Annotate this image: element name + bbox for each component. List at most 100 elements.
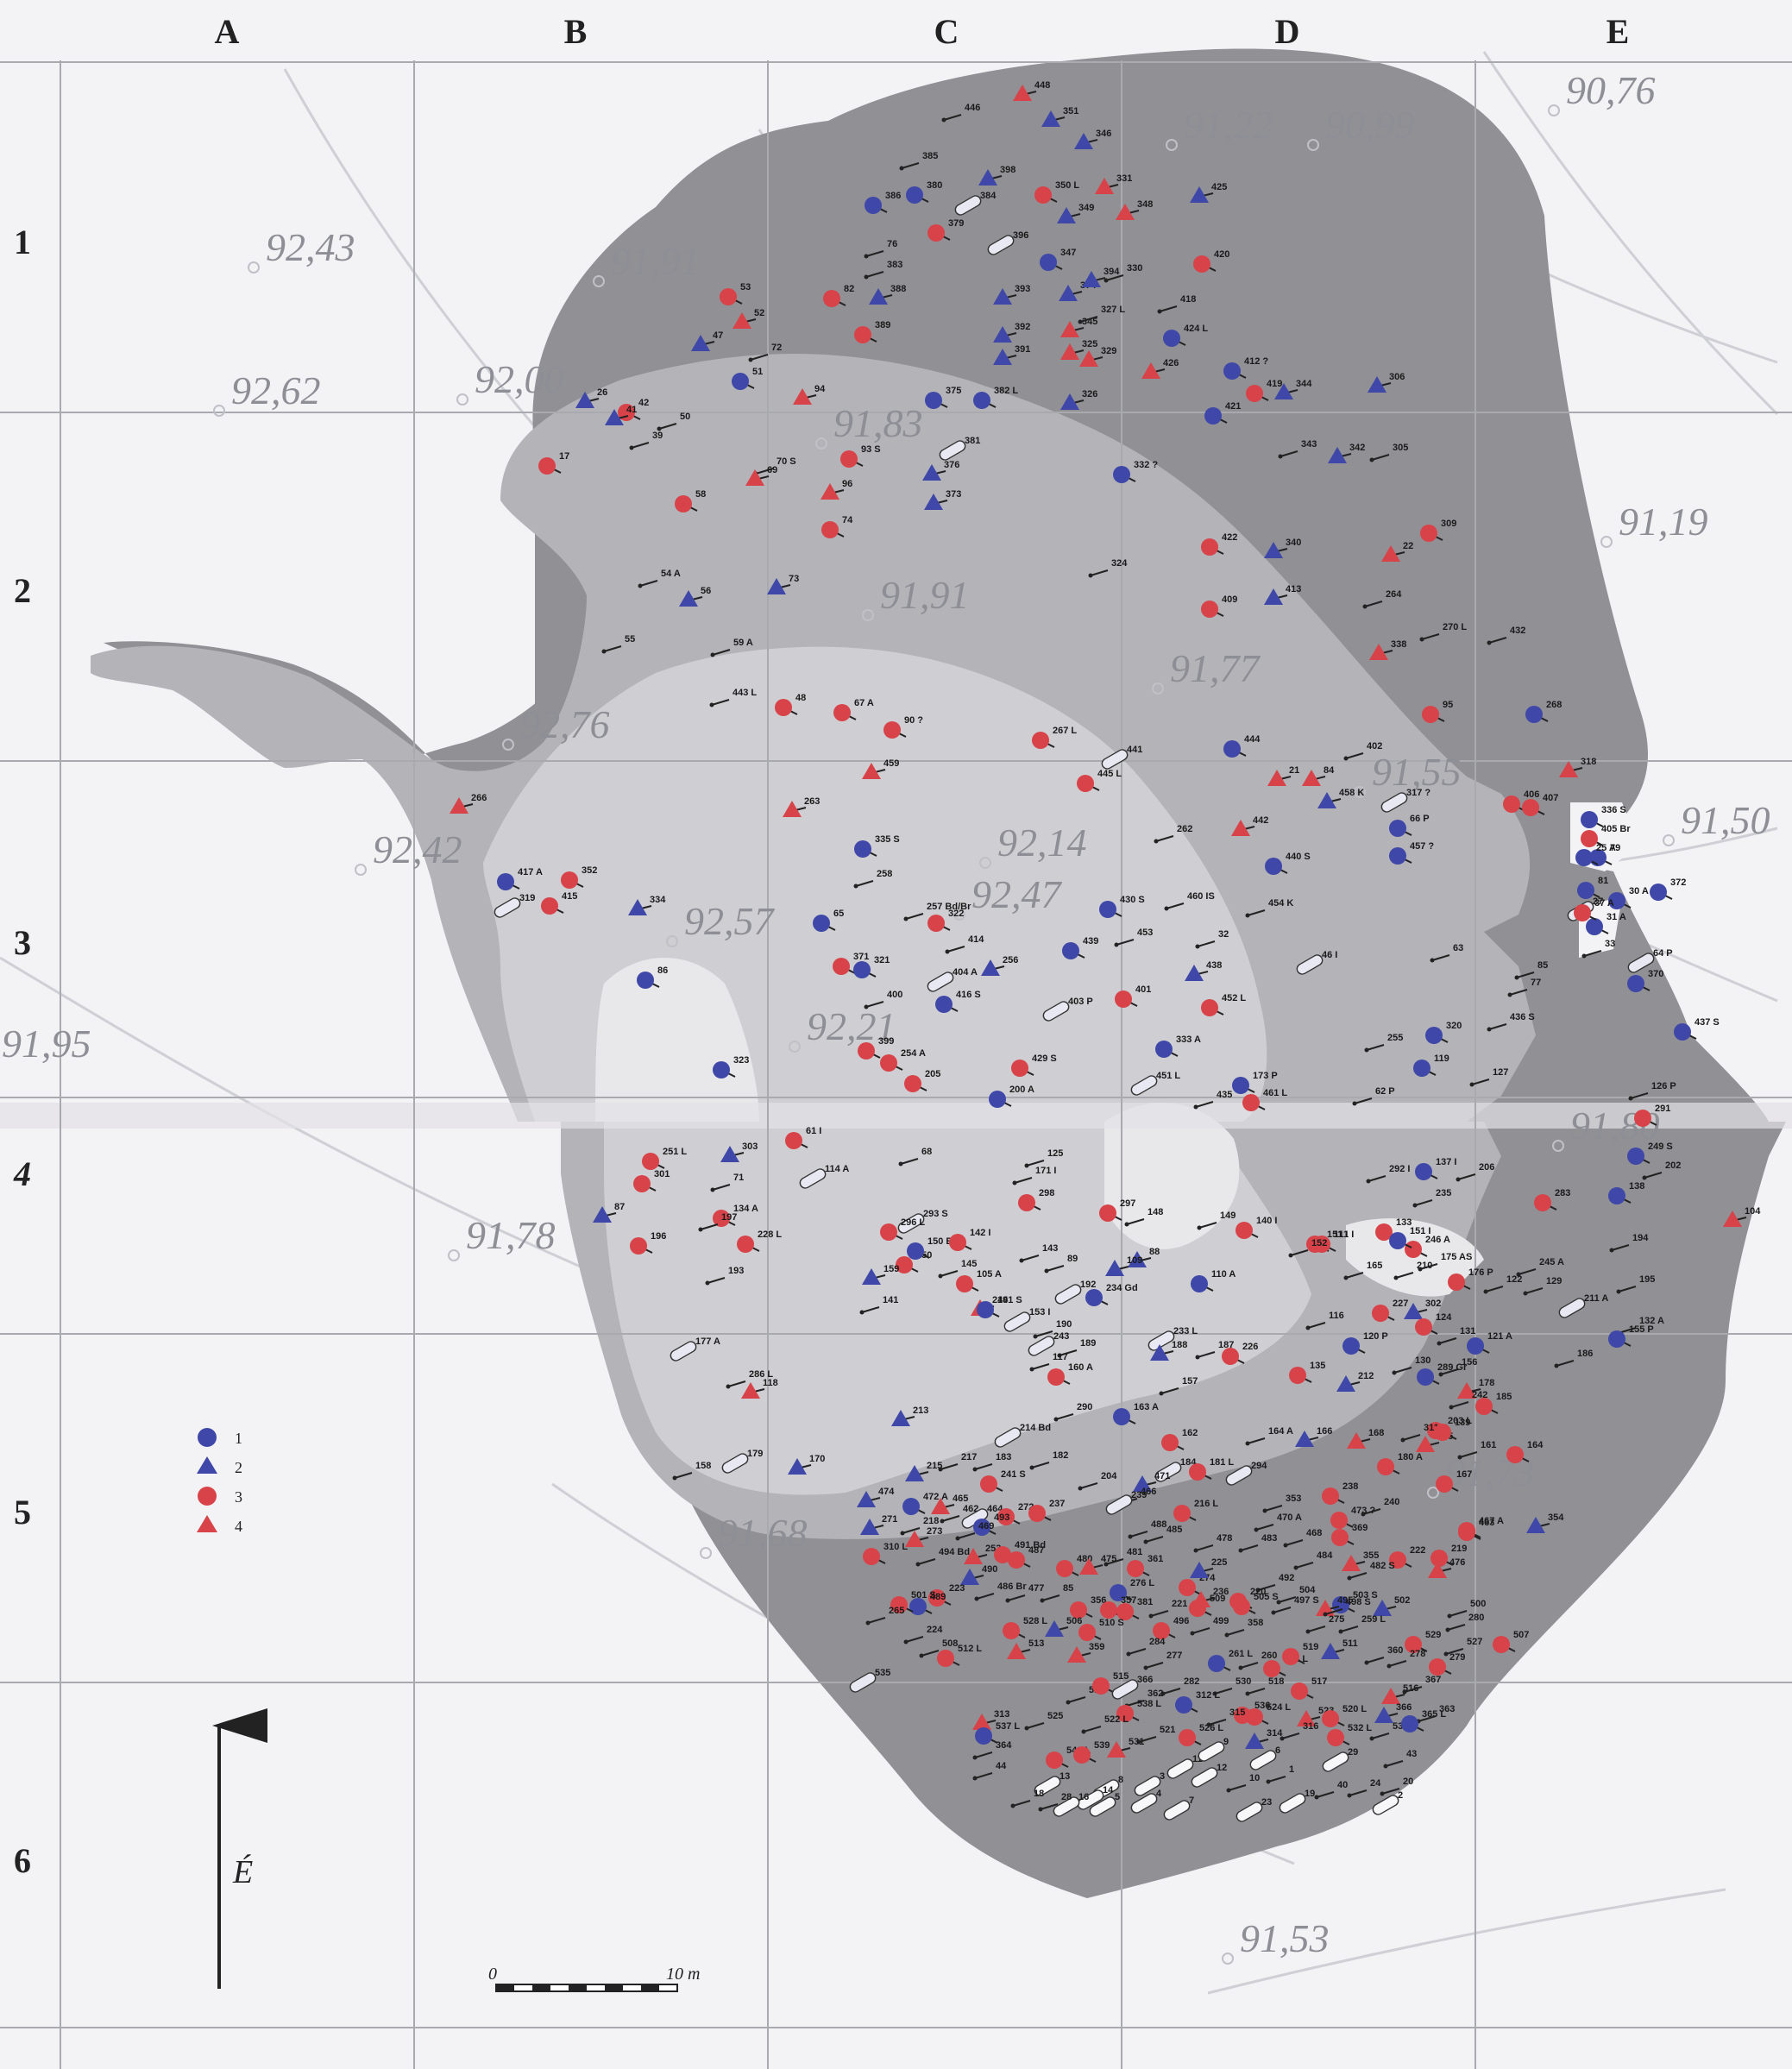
find-number: 73	[789, 574, 799, 584]
find-number: 430 S	[1120, 895, 1145, 905]
find-number: 160 A	[1068, 1362, 1093, 1373]
find-feature: 506	[1045, 1616, 1082, 1637]
find-number: 126 P	[1651, 1081, 1676, 1091]
find-circle	[1046, 1751, 1063, 1769]
find-feature: 329	[1079, 346, 1116, 367]
find-circle	[1113, 1408, 1130, 1425]
find-feature: 489	[909, 1592, 946, 1615]
find-number: 321	[874, 955, 890, 965]
find-line-end	[1088, 573, 1093, 578]
elevation-point	[1552, 1140, 1564, 1152]
find-line-end	[1447, 1613, 1452, 1619]
find-number: 225	[1211, 1557, 1227, 1568]
find-triangle	[1060, 393, 1079, 410]
find-triangle	[1416, 1436, 1435, 1452]
find-line	[1195, 1544, 1214, 1551]
find-line	[1240, 1662, 1259, 1669]
find-number: 293 S	[923, 1209, 948, 1219]
find-number: 366	[1396, 1702, 1412, 1713]
find-number: 485	[1166, 1525, 1182, 1535]
find-triangle	[1302, 770, 1321, 786]
find-circle	[1223, 740, 1241, 758]
find-oval	[954, 195, 982, 216]
find-feature: 139	[1434, 1418, 1470, 1441]
elevation-point	[1548, 104, 1560, 116]
find-feature: 66 P	[1389, 814, 1430, 837]
elevation-label: 92,00	[475, 357, 564, 401]
find-triangle	[605, 409, 624, 425]
find-number: 67 A	[854, 698, 874, 708]
find-feature: 63	[1430, 943, 1463, 963]
find-triangle	[793, 388, 812, 405]
scale-bar: 0 10 m	[488, 1965, 700, 1992]
find-feature: 521	[1136, 1725, 1175, 1745]
find-line-end	[1206, 1722, 1211, 1727]
find-number: 459	[883, 758, 899, 769]
find-triangle	[1190, 1562, 1209, 1578]
find-feature: 292 I	[1366, 1164, 1410, 1184]
find-circle	[927, 224, 945, 242]
find-circle	[1189, 1600, 1206, 1617]
find-number: 121 A	[1487, 1331, 1512, 1342]
find-line	[1247, 1688, 1266, 1695]
find-circle	[1627, 1148, 1644, 1165]
find-line-end	[1276, 1600, 1281, 1605]
find-line	[901, 162, 920, 169]
find-number: 400	[887, 990, 902, 1000]
find-number: 403 P	[1068, 997, 1093, 1007]
find-circle	[1246, 385, 1263, 402]
find-feature: 354	[1526, 1512, 1564, 1533]
find-number: 202	[1665, 1160, 1681, 1171]
find-line-end	[941, 117, 946, 123]
find-circle	[1047, 1368, 1065, 1386]
find-line-end	[1628, 1096, 1633, 1101]
find-number: 68	[921, 1147, 932, 1157]
find-number: 407	[1543, 793, 1558, 803]
find-feature: 515	[1092, 1671, 1129, 1695]
find-circle	[1032, 732, 1049, 749]
find-number: 489	[930, 1592, 946, 1602]
find-line	[1067, 1696, 1086, 1703]
find-oval	[1130, 1793, 1158, 1814]
find-number: 55	[625, 634, 635, 645]
find-triangle	[1059, 285, 1078, 301]
find-circle	[909, 1598, 927, 1615]
find-number: 276 L	[1130, 1578, 1154, 1588]
find-number: 510 S	[1099, 1618, 1124, 1628]
elevation-point	[456, 393, 468, 406]
find-number: 369	[1352, 1523, 1368, 1533]
find-number: 13	[1059, 1771, 1070, 1782]
find-feature: 235	[1412, 1188, 1451, 1208]
find-feature: 191 S	[977, 1295, 1022, 1318]
find-triangle	[783, 801, 802, 817]
find-feature: 121 A	[1467, 1331, 1512, 1355]
find-line-end	[1226, 1788, 1231, 1793]
find-number: 462	[963, 1504, 978, 1514]
find-feature: 211 A	[1558, 1293, 1608, 1318]
find-number: 151 I	[1410, 1226, 1430, 1236]
find-line-end	[1193, 1104, 1198, 1110]
elevation-point	[355, 864, 367, 876]
find-number: 372	[1670, 877, 1686, 888]
find-feature: 416 S	[935, 990, 981, 1013]
find-oval	[1225, 1465, 1253, 1486]
find-feature: 116	[1305, 1311, 1344, 1330]
row-label-5: 5	[14, 1493, 31, 1531]
find-feature: 417 A	[497, 867, 543, 890]
find-line-end	[1262, 1508, 1267, 1513]
find-number: 469	[978, 1521, 994, 1531]
find-feature: 510 S	[1078, 1618, 1124, 1641]
find-line	[1485, 1286, 1504, 1292]
find-feature: 81	[1577, 876, 1608, 899]
find-feature: 380	[906, 180, 942, 204]
find-triangle	[1067, 1646, 1086, 1663]
find-number: 140 I	[1256, 1216, 1277, 1226]
find-feature: 365 L	[1401, 1709, 1446, 1733]
find-feature: 474	[857, 1487, 895, 1507]
find-number: 289 Gr	[1437, 1362, 1468, 1373]
find-number: 27	[1593, 896, 1603, 907]
elevation-point	[862, 609, 874, 621]
find-line	[1208, 1719, 1227, 1726]
find-feature: 177 A	[670, 1336, 720, 1362]
find-number: 482 S	[1370, 1561, 1395, 1571]
